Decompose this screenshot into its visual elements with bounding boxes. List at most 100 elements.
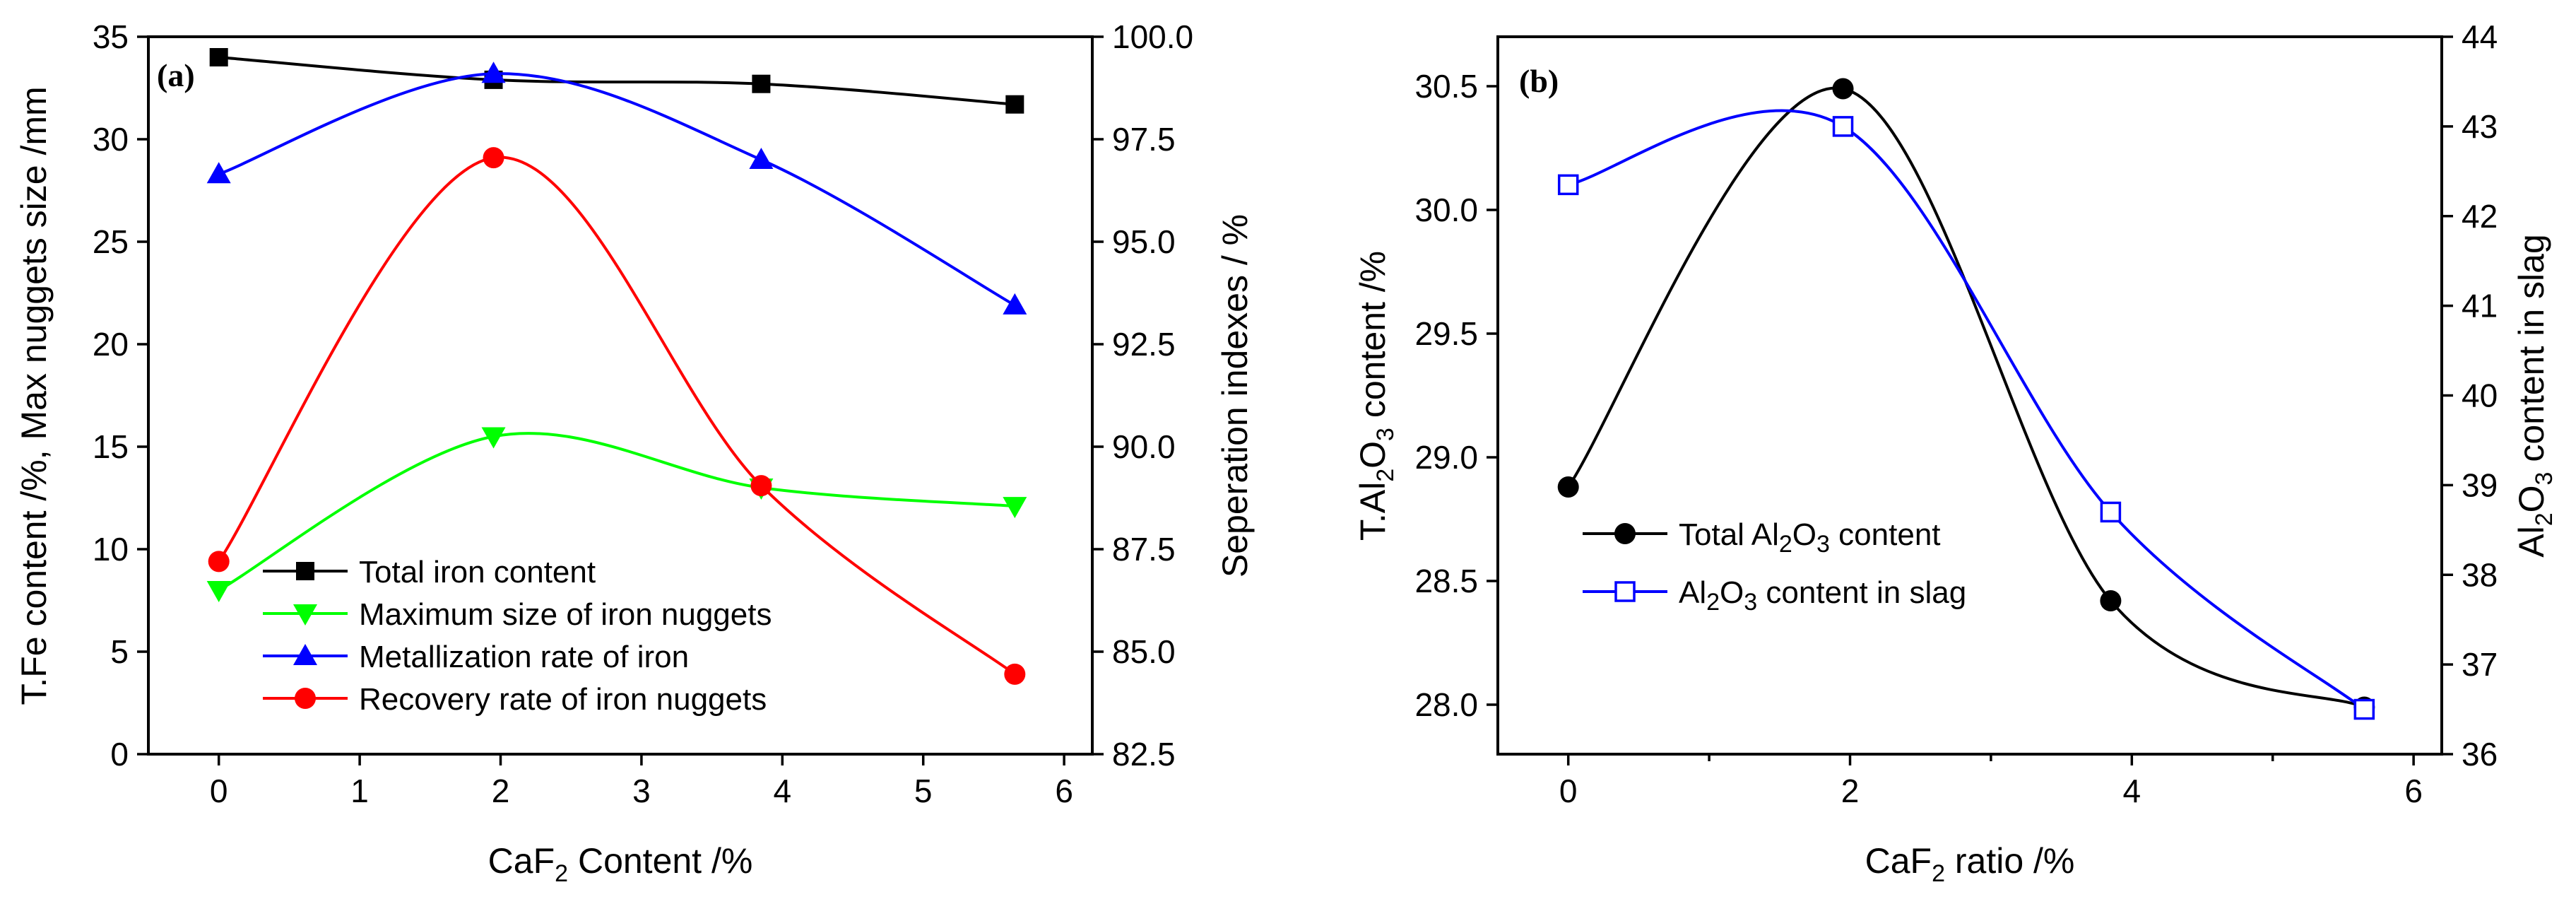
panel-b-x-axis-title: CaF2 ratio /% (1865, 841, 2075, 887)
y2-tick-label: 82.5 (1112, 736, 1176, 773)
data-point (1003, 293, 1027, 315)
y-tick-label: 0 (110, 736, 129, 773)
panel-b-y2-ticks: 36 37 38 39 40 41 42 43 44 (2442, 18, 2498, 773)
data-point (1004, 663, 1026, 685)
panel-b-y2-axis-title: Al2O3 content in slag (2512, 234, 2558, 558)
panel-b-x-ticks: 0 2 4 6 (1559, 754, 2423, 809)
series-line (1567, 86, 2365, 709)
y-tick-label: 35 (93, 18, 129, 55)
series-line (218, 72, 1016, 307)
y2-tick-label: 39 (2462, 466, 2498, 503)
panel-b: 0 2 4 6 28.0 28.5 29.0 29.5 30.0 30.5 36 37 38 39 40… (1353, 18, 2558, 887)
data-point (1005, 95, 1024, 114)
y2-tick-label: 92.5 (1112, 326, 1176, 363)
y-tick-label: 30.0 (1414, 192, 1478, 228)
series-line (1568, 109, 2365, 711)
y-tick-label: 29.5 (1414, 315, 1478, 352)
legend-marker (1614, 523, 1636, 544)
legend-marker (295, 688, 316, 709)
data-point (206, 581, 231, 602)
x-tick-label: 5 (914, 773, 933, 809)
x-tick-label: 6 (2404, 773, 2423, 809)
legend-label: Recovery rate of iron nuggets (359, 682, 767, 717)
y2-tick-label: 85.0 (1112, 633, 1176, 670)
data-point (1832, 116, 1854, 137)
data-point (1557, 174, 1579, 196)
panel-a-x-axis-title: CaF2 Content /% (488, 841, 753, 887)
legend-label: Total iron content (359, 555, 596, 589)
panel-a-x-ticks: 0 1 2 3 4 5 6 (210, 754, 1073, 809)
y2-tick-label: 42 (2462, 198, 2498, 235)
legend-label: Metallization rate of iron (359, 640, 689, 674)
legend-label: Maximum size of iron nuggets (359, 597, 772, 632)
y-tick-label: 28.5 (1414, 563, 1478, 599)
panel-a-label: (a) (157, 57, 195, 93)
data-point (206, 162, 231, 184)
x-tick-label: 4 (2123, 773, 2141, 809)
x-tick-label: 4 (774, 773, 792, 809)
x-tick-label: 2 (492, 773, 510, 809)
y2-tick-label: 95.0 (1112, 223, 1176, 260)
x-tick-label: 0 (210, 773, 228, 809)
data-point (2100, 501, 2122, 523)
panel-b-legend: Total Al2O3 content Al2O3 content in slag (1583, 517, 1966, 616)
legend-marker (296, 562, 314, 580)
y2-tick-label: 100.0 (1112, 18, 1193, 55)
legend-marker (293, 644, 317, 665)
y-tick-label: 30.5 (1414, 68, 1478, 105)
panel-b-y-axis-title: T.Al2O3 content /% (1353, 251, 1399, 541)
data-point (1557, 476, 1579, 498)
legend-label: Al2O3 content in slag (1679, 575, 1966, 616)
data-point (483, 147, 504, 169)
legend-marker (1614, 581, 1636, 602)
y-tick-label: 28.0 (1414, 686, 1478, 723)
legend-label: Total Al2O3 content (1679, 517, 1941, 558)
data-point (2100, 590, 2122, 611)
panel-a-y2-axis-title: Seperation indexes / % (1215, 214, 1255, 577)
data-point (1003, 497, 1027, 519)
data-point (209, 48, 228, 66)
panel-b-label: (b) (1519, 63, 1559, 99)
panel-a-y-axis-title: T.Fe content /%, Max nuggets size /mm (14, 86, 54, 705)
x-tick-label: 1 (350, 773, 369, 809)
y2-tick-label: 41 (2462, 288, 2498, 324)
data-point (2353, 698, 2375, 720)
panel-b-frame (1496, 35, 2443, 756)
y2-tick-label: 90.0 (1112, 428, 1176, 465)
y-tick-label: 15 (93, 428, 129, 465)
y2-tick-label: 87.5 (1112, 531, 1176, 568)
x-tick-label: 3 (632, 773, 651, 809)
y-tick-label: 5 (110, 633, 129, 670)
data-point (750, 475, 772, 497)
data-point (752, 74, 771, 93)
data-point (481, 61, 506, 83)
panel-a: 0 1 2 3 4 5 6 0 5 10 15 20 25 30 35 82.5 85.0 87.5 90.0 9… (14, 18, 1255, 887)
panel-a-series (206, 48, 1027, 685)
y2-tick-label: 43 (2462, 108, 2498, 145)
y2-tick-label: 36 (2462, 736, 2498, 773)
y2-tick-label: 40 (2462, 377, 2498, 414)
y-tick-label: 30 (93, 121, 129, 158)
y-tick-label: 29.0 (1414, 439, 1478, 476)
y-tick-label: 10 (93, 531, 129, 568)
x-tick-label: 2 (1841, 773, 1860, 809)
y2-tick-label: 38 (2462, 556, 2498, 593)
panel-a-frame (147, 35, 1094, 756)
panel-a-y-ticks: 0 5 10 15 20 25 30 35 (93, 18, 148, 773)
x-tick-label: 6 (1055, 773, 1073, 809)
legend-marker (293, 604, 317, 626)
x-tick-label: 0 (1559, 773, 1578, 809)
series-line (218, 56, 1015, 106)
panel-b-series (1557, 78, 2375, 720)
y2-tick-label: 37 (2462, 646, 2498, 683)
y-tick-label: 20 (93, 326, 129, 363)
series-line (218, 155, 1016, 676)
data-point (208, 551, 230, 573)
panel-a-y2-ticks: 82.5 85.0 87.5 90.0 92.5 95.0 97.5 100.0 (1092, 18, 1193, 773)
data-point (481, 427, 506, 449)
panel-a-legend: Total iron content Maximum size of iron n… (263, 555, 772, 717)
series-line (218, 432, 1015, 592)
y-tick-label: 25 (93, 223, 129, 260)
y2-tick-label: 97.5 (1112, 121, 1176, 158)
